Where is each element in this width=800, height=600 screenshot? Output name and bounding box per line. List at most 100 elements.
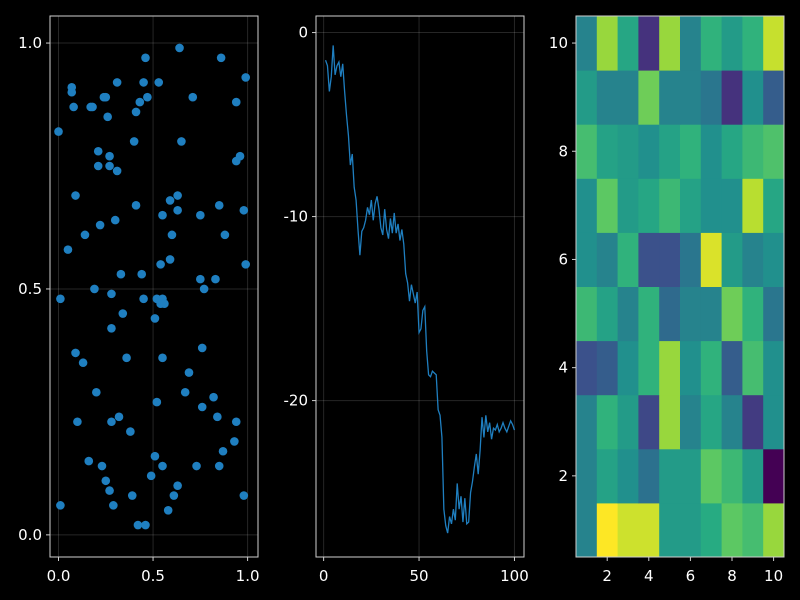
heatmap-cell — [617, 394, 639, 450]
heatmap-cell — [596, 124, 619, 179]
scatter-point — [220, 230, 230, 240]
heatmap-cell — [721, 232, 743, 287]
heatmap-cell — [617, 70, 639, 125]
scatter-point — [71, 191, 80, 200]
scatter-point — [69, 102, 78, 112]
scatter-point — [154, 78, 164, 87]
heatmap-cell — [659, 286, 681, 342]
scatter-point — [71, 348, 80, 358]
scatter-point — [131, 201, 141, 210]
scatter-point — [97, 461, 107, 471]
scatter-point — [103, 112, 112, 122]
scatter-point — [199, 284, 209, 294]
scatter-point — [173, 191, 182, 200]
scatter-point — [133, 520, 143, 530]
scatter-point — [175, 43, 184, 53]
heatmap-cell — [721, 16, 743, 71]
heatmap-cell — [638, 448, 660, 504]
scatter-point — [169, 491, 179, 500]
heatmap-cell — [721, 394, 743, 450]
heatmap-cell — [742, 16, 764, 71]
heatmap-cell — [638, 286, 660, 342]
heatmap-cell — [700, 340, 723, 396]
x-tick-label: 6 — [686, 567, 696, 585]
heatmap-cell — [576, 124, 598, 179]
heatmap-cell — [638, 340, 660, 396]
heatmap-cell — [659, 70, 681, 125]
scatter-point — [197, 402, 207, 412]
x-tick-label: 0.0 — [47, 567, 71, 585]
scatter-point — [131, 107, 141, 117]
heatmap-cell — [721, 70, 743, 125]
scatter-point — [218, 446, 228, 456]
heatmap-cell — [659, 16, 681, 71]
scatter-point — [95, 220, 105, 230]
heatmap-cell — [680, 502, 702, 558]
x-tick-label: 8 — [727, 567, 737, 585]
heatmap-cell — [596, 232, 619, 287]
scatter-point — [109, 501, 118, 510]
heatmap-cell — [721, 286, 743, 342]
heatmap-cell — [763, 502, 785, 558]
scatter-point — [160, 299, 169, 309]
scatter-point — [167, 230, 177, 240]
heatmap-cell — [680, 124, 702, 179]
scatter-point — [150, 314, 160, 323]
heatmap-cell — [763, 232, 785, 287]
scatter-point — [214, 201, 224, 210]
heatmap-cell — [763, 340, 785, 396]
heatmap-cell — [659, 448, 681, 504]
y-tick-label: 0.0 — [18, 526, 42, 544]
scatter-point — [158, 210, 167, 220]
heatmap-cell — [659, 340, 681, 396]
heatmap-cell — [638, 502, 660, 558]
y-tick-label: 10 — [549, 34, 568, 52]
scatter-point — [107, 417, 116, 427]
axes-frame — [315, 15, 525, 558]
heatmap-cell — [680, 70, 702, 125]
heatmap-cell — [680, 286, 702, 342]
heatmap-cell — [680, 16, 702, 71]
heatmap-cell — [659, 124, 681, 179]
scatter-point — [209, 392, 218, 402]
heatmap-cell — [680, 340, 702, 396]
heatmap-cell — [576, 340, 598, 396]
scatter-point — [114, 412, 124, 422]
heatmap-cell — [721, 448, 743, 504]
scatter-point — [239, 491, 249, 500]
heatmap-cell — [617, 502, 639, 558]
x-tick-label: 2 — [602, 567, 612, 585]
heatmap-cell — [721, 340, 743, 396]
heatmap-cell — [721, 178, 743, 233]
scatter-point — [56, 501, 65, 510]
scatter-point — [214, 461, 224, 471]
scatter-point — [197, 343, 207, 353]
scatter-point — [180, 387, 190, 397]
scatter-point — [93, 146, 103, 156]
scatter-point — [213, 412, 222, 422]
scatter-point — [127, 491, 137, 500]
x-tick-label: 1.0 — [236, 567, 260, 585]
heatmap-cell — [680, 178, 702, 233]
scatter-point — [112, 78, 122, 87]
heatmap-cell — [742, 394, 764, 450]
heatmap-cell — [638, 394, 660, 450]
scatter-point — [135, 97, 145, 107]
heatmap-cell — [700, 502, 723, 558]
x-tick-label: 4 — [644, 567, 654, 585]
scatter-point — [165, 255, 175, 264]
heatmap-cell — [617, 340, 639, 396]
heatmap-cell — [721, 502, 743, 558]
chart-panel-1: 0.0 0.5 1.0 0.0 0.5 1.0 — [18, 15, 260, 585]
heatmap-cell — [742, 502, 764, 558]
y-tick-label: -10 — [284, 208, 309, 226]
heatmap-cell — [596, 16, 619, 71]
heatmap-cell — [763, 448, 785, 504]
heatmap-cell — [638, 124, 660, 179]
heatmap-cell — [763, 124, 785, 179]
scatter-point — [156, 260, 165, 269]
heatmap-cell — [659, 178, 681, 233]
scatter-point — [192, 461, 201, 471]
heatmap-cell — [721, 124, 743, 179]
heatmap-cell — [763, 70, 785, 125]
